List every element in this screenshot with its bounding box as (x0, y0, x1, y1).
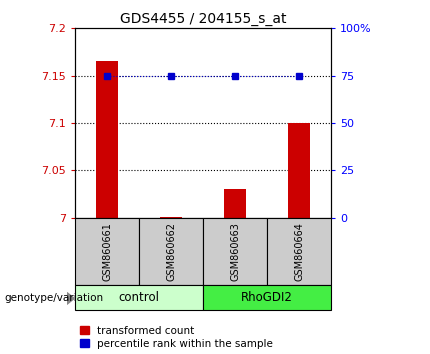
Text: control: control (119, 291, 160, 304)
Bar (203, 285, 331, 310)
Bar (160, 217, 182, 218)
Polygon shape (67, 292, 74, 304)
Bar (288, 123, 310, 218)
Title: GDS4455 / 204155_s_at: GDS4455 / 204155_s_at (120, 12, 286, 26)
Text: RhoGDI2: RhoGDI2 (241, 291, 293, 304)
Bar (96, 62, 118, 218)
Text: GSM860662: GSM860662 (166, 222, 176, 281)
Bar (139, 218, 203, 285)
Bar (75, 285, 203, 310)
Bar (224, 189, 246, 218)
Bar (203, 218, 267, 285)
Text: GSM860663: GSM860663 (230, 222, 240, 281)
Legend: transformed count, percentile rank within the sample: transformed count, percentile rank withi… (80, 326, 273, 349)
Bar (267, 218, 331, 285)
Bar (75, 218, 139, 285)
Text: genotype/variation: genotype/variation (4, 293, 104, 303)
Text: GSM860661: GSM860661 (102, 222, 112, 281)
Text: GSM860664: GSM860664 (294, 222, 304, 281)
